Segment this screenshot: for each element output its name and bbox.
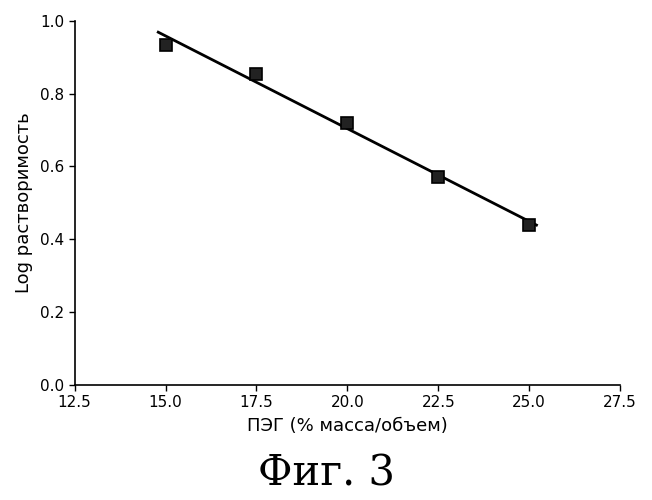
Text: Фиг. 3: Фиг. 3 [258, 453, 394, 495]
X-axis label: ПЭГ (% масса/объем): ПЭГ (% масса/объем) [247, 417, 448, 435]
Y-axis label: Log растворимость: Log растворимость [15, 112, 33, 293]
